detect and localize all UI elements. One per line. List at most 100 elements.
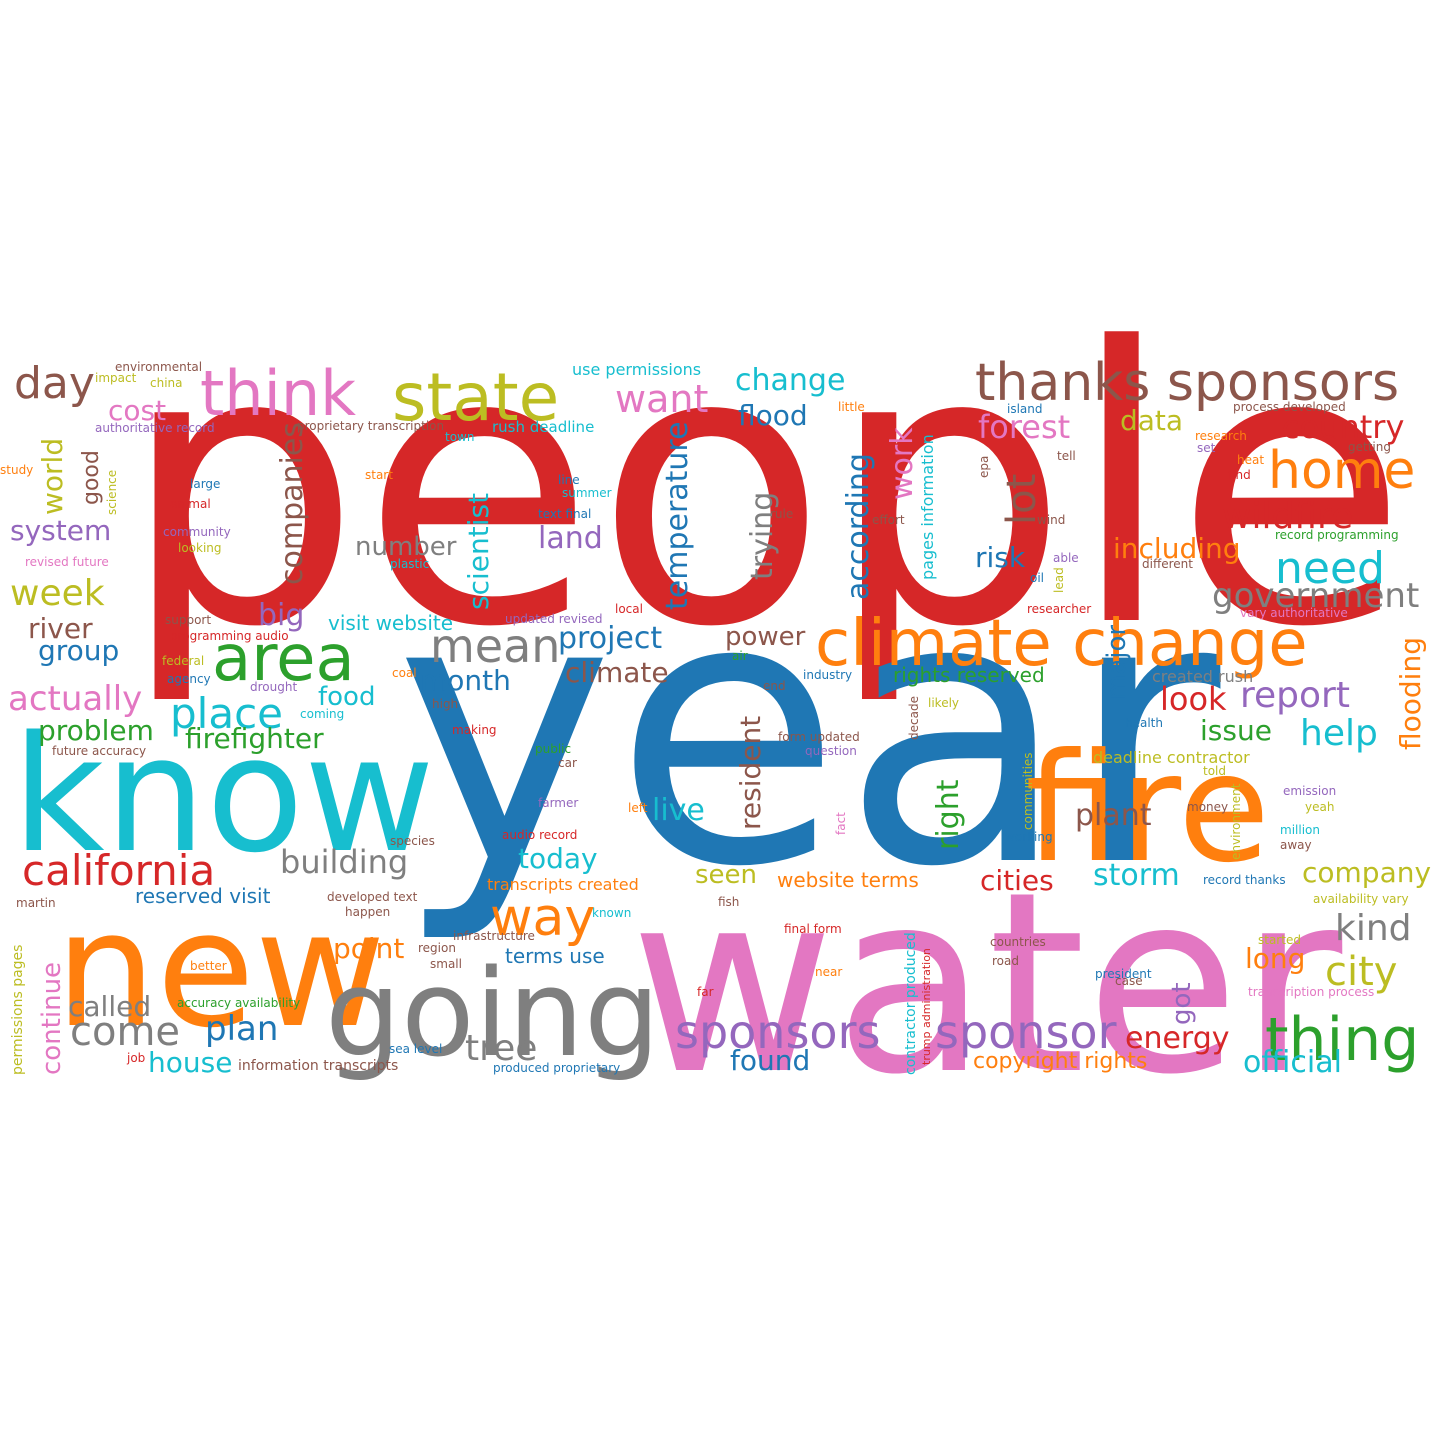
word-martin: martin — [16, 896, 56, 910]
word-project: project — [558, 621, 662, 656]
word-making: making — [452, 723, 497, 737]
word-programming-audio: programming audio — [170, 629, 289, 643]
word-emission: emission — [1283, 784, 1336, 798]
word-trying: trying — [745, 492, 780, 580]
word-got: got — [1167, 982, 1197, 1025]
word-small: small — [430, 957, 462, 971]
word-told: told — [1203, 764, 1226, 778]
word-china: china — [150, 376, 183, 390]
word-authoritative-record: authoritative record — [95, 421, 215, 435]
word-cities: cities — [980, 864, 1054, 897]
word-president: president — [1095, 967, 1152, 981]
word-rights-reserved: rights reserved — [893, 663, 1045, 687]
word-scientist: scientist — [462, 493, 495, 610]
word-summer: summer — [562, 486, 612, 500]
word-community: community — [163, 525, 231, 539]
word-yeah: yeah — [1305, 800, 1334, 814]
word-wildfire: wildfire — [1222, 496, 1353, 537]
word-according: according — [841, 453, 876, 600]
word-group: group — [38, 634, 119, 667]
word-copyright-rights: copyright rights — [973, 1049, 1147, 1074]
word-flood: flood — [738, 399, 808, 432]
word-away: away — [1280, 838, 1312, 852]
word-rule: rule — [770, 507, 793, 521]
word-month: month — [420, 664, 511, 697]
word-california: california — [22, 846, 215, 895]
word-continue: continue — [37, 962, 67, 1075]
word-species: species — [390, 834, 435, 848]
word-food: food — [318, 682, 375, 712]
word-fact: fact — [834, 812, 848, 835]
word-wind: wind — [1037, 513, 1065, 527]
word-set: set — [1197, 441, 1216, 455]
word-number: number — [355, 532, 457, 562]
word-looking: looking — [178, 541, 222, 555]
word-system: system — [10, 514, 111, 547]
word-temperature: temperature — [660, 421, 695, 610]
word-kind: kind — [1335, 908, 1412, 949]
word-major: major — [1102, 625, 1132, 700]
word-public: public — [535, 742, 571, 756]
word-vary-authoritative: vary authoritative — [1240, 606, 1348, 620]
word-year: year — [395, 518, 1224, 948]
word-sponsors: sponsors — [675, 1005, 880, 1059]
word-record-thanks: record thanks — [1203, 873, 1286, 887]
word-final-form: final form — [784, 922, 842, 936]
word-town: town — [445, 430, 474, 444]
word-mean: mean — [430, 619, 560, 673]
word-company: company — [1302, 856, 1431, 889]
word-epa: epa — [977, 456, 991, 478]
word-land: land — [538, 521, 603, 556]
word-record-programming: record programming — [1275, 528, 1399, 542]
word-risk: risk — [975, 541, 1026, 574]
word-plastic: plastic — [390, 557, 429, 571]
word-better: better — [190, 959, 227, 973]
word-seen: seen — [695, 860, 757, 890]
word-firefighter: firefighter — [185, 722, 324, 755]
word-environmental: environmental — [115, 360, 202, 374]
word-big: big — [258, 598, 304, 633]
word-lot: lot — [999, 474, 1045, 525]
word-use-permissions: use permissions — [572, 360, 701, 379]
word-way: way — [490, 888, 595, 948]
word-high: high — [432, 697, 458, 711]
word-future-accuracy: future accuracy — [52, 744, 146, 758]
word-industry: industry — [803, 668, 852, 682]
word-resident: resident — [734, 716, 767, 830]
word-need: need — [1275, 543, 1385, 594]
word-far: far — [697, 985, 714, 999]
word-near: near — [815, 965, 842, 979]
word-actually: actually — [8, 679, 142, 719]
word-people: people — [120, 267, 1408, 710]
word-known: known — [592, 906, 631, 920]
word-line: line — [558, 473, 580, 487]
word-updated-revised: updated revised — [505, 612, 602, 626]
word-drought: drought — [250, 680, 297, 694]
word-research: research — [1195, 429, 1247, 443]
word-transcripts-created: transcripts created — [487, 875, 639, 894]
word-official: official — [1243, 1045, 1342, 1080]
word-long: long — [1245, 942, 1305, 975]
word-country: country — [1282, 408, 1404, 446]
word-happen: happen — [345, 905, 390, 919]
word-trump-administration: trump administration — [920, 948, 933, 1065]
word-water: water — [630, 838, 1342, 1129]
word-city: city — [1325, 949, 1397, 995]
word-know: know — [12, 701, 435, 888]
word-end: end — [763, 679, 786, 693]
word-road: road — [992, 954, 1019, 968]
word-day: day — [14, 358, 95, 409]
word-going: going — [325, 945, 660, 1084]
word-heat: heat — [1237, 453, 1264, 467]
word-work: work — [885, 427, 920, 500]
word-visit-website: visit website — [328, 611, 453, 635]
word-sponsor: sponsor — [935, 1005, 1117, 1059]
word-data: data — [1120, 404, 1183, 437]
word-house: house — [148, 1046, 232, 1079]
word-started: started — [1258, 933, 1301, 947]
word-different: different — [1142, 557, 1193, 571]
word-information-transcripts: information transcripts — [238, 1058, 398, 1074]
word-coming: coming — [300, 707, 344, 721]
word-transcription-process: transcription process — [1248, 985, 1374, 999]
